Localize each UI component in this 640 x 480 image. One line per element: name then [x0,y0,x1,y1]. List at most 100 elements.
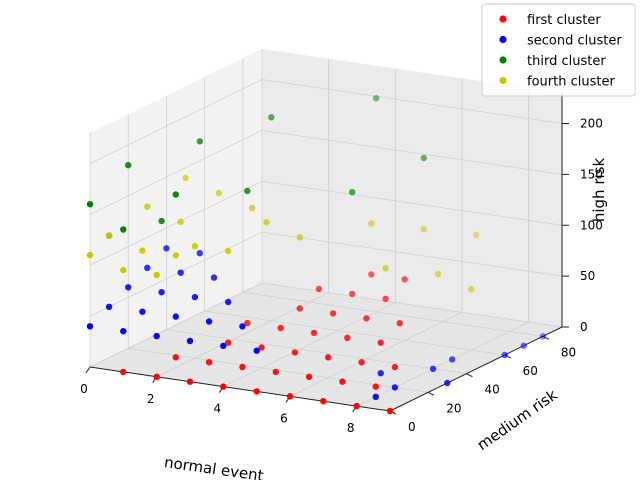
data-point-series-2 [191,293,199,301]
data-point-series-4 [172,252,179,259]
z-grid-back [261,180,563,226]
x-tick-label: 8 [347,421,355,435]
y-tick-label: 80 [561,345,576,359]
data-point-series-2 [86,323,94,330]
data-point-series-3 [125,162,132,169]
data-point-series-2 [158,289,165,296]
y-tick-label: 60 [523,364,538,378]
left-pane [90,49,262,367]
data-point-series-1 [205,359,213,366]
data-point-series-4 [120,266,127,274]
data-points [86,95,547,415]
z-grid-left [89,130,263,215]
z-tick-label: 200 [580,117,603,131]
data-point-series-2 [539,333,547,340]
data-point-series-1 [277,324,284,332]
x-tick-label: 6 [280,411,288,425]
data-point-series-2 [372,393,379,400]
legend-label: fourth cluster [527,75,615,90]
data-point-series-2 [429,365,437,372]
z-tick-label: 100 [580,218,603,232]
legend-marker [499,15,507,23]
data-point-series-2 [377,370,384,377]
data-point-series-3 [373,95,380,102]
data-point-series-1 [396,320,403,327]
data-point-series-4 [215,189,223,197]
data-point-series-1 [382,295,389,302]
legend-marker [499,56,507,64]
data-point-series-2 [139,308,146,315]
data-point-series-1 [377,339,384,346]
data-point-series-1 [320,398,327,405]
data-point-series-2 [205,318,213,325]
data-point-series-4 [434,270,442,278]
data-point-series-4 [177,218,184,225]
data-point-series-4 [382,265,389,272]
data-point-series-1 [310,329,318,337]
data-point-series-4 [225,247,232,255]
data-point-series-4 [144,203,151,210]
data-point-series-1 [186,378,194,385]
data-point-series-3 [158,217,165,225]
x-tick-label: 2 [147,392,155,406]
legend-box [481,3,636,97]
data-point-series-3 [86,201,94,208]
x-tick-mark [85,366,91,374]
axis-panes [90,49,562,411]
data-point-series-4 [420,226,427,233]
data-point-series-1 [325,354,332,361]
legend-label: first cluster [527,13,601,28]
x-grid-floor [356,321,529,407]
data-point-series-4 [249,204,256,212]
data-point-series-2 [239,323,246,330]
data-point-series-1 [391,363,399,371]
data-point-series-1 [344,334,351,341]
data-point-series-2 [196,250,203,257]
data-point-series-1 [358,359,365,366]
data-point-series-4 [153,271,160,279]
data-point-series-2 [163,245,170,252]
data-point-series-2 [225,298,232,306]
data-point-series-1 [386,407,394,415]
data-point-series-2 [153,332,160,340]
data-point-series-1 [372,383,379,390]
y-tick-label: 40 [484,383,499,397]
data-point-series-2 [125,284,132,291]
data-point-series-2 [501,351,508,359]
legend-marker [499,35,507,44]
legend-marker [499,76,507,85]
data-point-series-1 [253,388,260,395]
data-point-series-1 [329,310,337,317]
data-point-series-3 [172,191,179,198]
y-tick-label: 20 [446,401,461,415]
back-pane [262,49,562,327]
data-point-series-2 [449,356,456,363]
data-point-series-2 [172,313,179,320]
z-tick-label: 150 [580,167,603,181]
x-tick-label: 0 [80,382,88,396]
z-tick-label: 0 [580,320,588,334]
data-point-series-1 [286,393,294,400]
data-point-series-1 [153,373,160,380]
data-point-series-1 [225,339,232,346]
data-point-series-1 [172,354,179,361]
data-point-series-1 [305,373,313,380]
x-axis-label: normal event [163,453,265,480]
data-point-series-2 [253,347,260,354]
legend-label: second cluster [527,34,622,49]
z-tick-label: 50 [580,269,595,283]
y-grid-floor [242,291,543,337]
data-point-series-1 [368,271,375,278]
y-tick-mark [427,391,435,396]
data-point-series-4 [468,285,475,293]
data-point-series-1 [244,319,251,327]
z-grid-back [261,129,563,175]
data-point-series-2 [391,384,399,391]
data-point-series-1 [401,276,408,283]
data-point-series-4 [296,234,303,241]
x-tick-label: 4 [214,402,222,416]
data-point-series-1 [291,349,299,356]
